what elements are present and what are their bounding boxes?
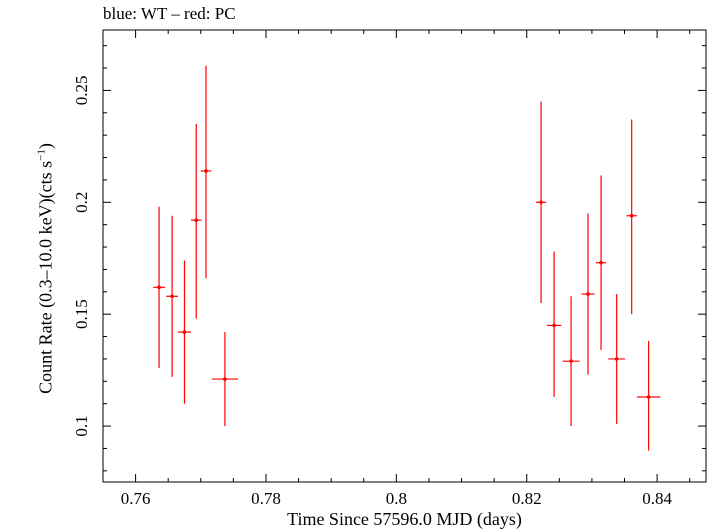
data-point — [546, 251, 562, 397]
x-axis-label: Time Since 57596.0 MJD (days) — [287, 509, 522, 529]
point-marker — [223, 377, 227, 381]
axis-ticks — [102, 30, 706, 482]
y-tick-label: 0.2 — [72, 192, 91, 213]
point-marker — [599, 260, 603, 265]
data-point — [595, 175, 607, 350]
point-marker — [552, 323, 556, 328]
data-points — [153, 65, 661, 451]
point-marker — [194, 218, 199, 222]
point-marker — [629, 213, 634, 218]
point-marker — [646, 395, 651, 399]
point-marker — [182, 330, 187, 334]
x-tick-label: 0.84 — [642, 489, 672, 508]
point-marker — [569, 359, 573, 363]
x-tick-label: 0.8 — [386, 489, 407, 508]
x-tick-label: 0.76 — [121, 489, 151, 508]
data-point — [562, 296, 580, 427]
point-marker — [586, 292, 590, 296]
point-marker — [157, 285, 161, 290]
y-tick-label: 0.15 — [72, 299, 91, 329]
data-point — [200, 65, 212, 279]
y-axis-label-exponent: −1 — [35, 149, 48, 161]
data-point — [608, 294, 626, 424]
data-point — [166, 215, 178, 377]
y-tick-label: 0.25 — [72, 76, 91, 106]
data-point — [177, 260, 192, 404]
point-marker — [204, 169, 208, 173]
chart-title: blue: WT – red: PC — [103, 4, 236, 23]
point-marker — [170, 294, 174, 299]
data-point — [211, 332, 238, 427]
data-point — [636, 341, 661, 451]
point-marker — [614, 357, 619, 361]
y-tick-label: 0.1 — [72, 415, 91, 436]
y-axis-label-main: Count Rate (0.3–10.0 keV)(cts s — [35, 160, 56, 394]
y-axis-label: Count Rate (0.3–10.0 keV)(cts s−1) — [36, 69, 57, 469]
data-point — [581, 213, 595, 375]
plot-frame — [102, 29, 707, 483]
data-point — [153, 206, 165, 368]
point-marker — [539, 200, 543, 205]
data-point — [535, 101, 547, 303]
data-point — [626, 119, 637, 315]
data-point — [191, 123, 202, 319]
y-axis-label-end: ) — [35, 143, 56, 150]
x-tick-label: 0.82 — [512, 489, 542, 508]
x-tick-label: 0.78 — [251, 489, 281, 508]
axis-tick-labels: 0.76 0.78 0.8 0.82 0.84 0.1 0.15 0.2 0.25 — [72, 76, 672, 508]
